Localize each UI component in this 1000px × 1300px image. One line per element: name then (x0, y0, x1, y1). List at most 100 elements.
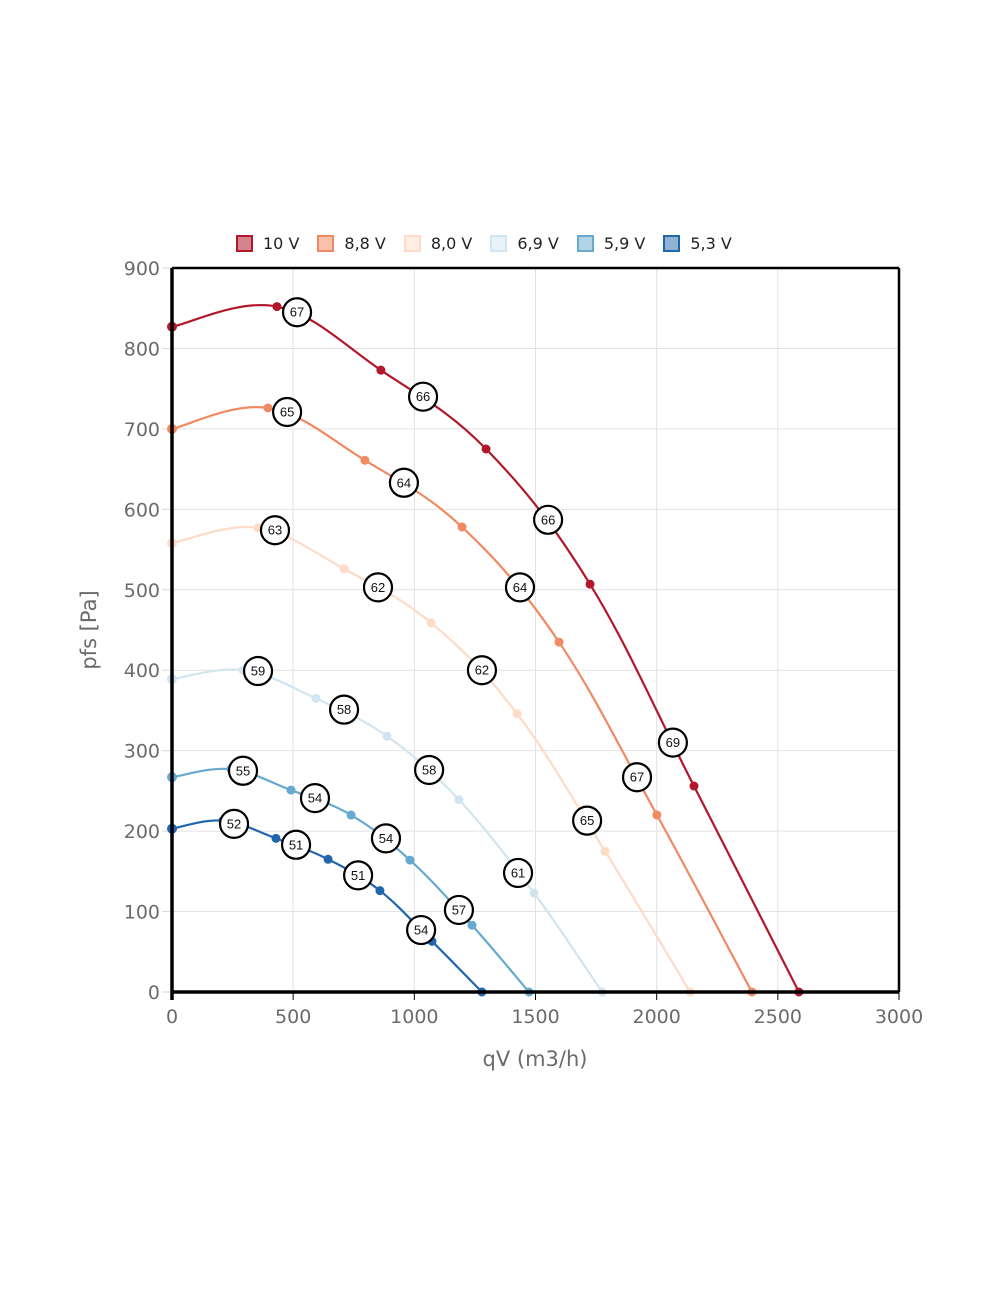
annotation-label: 59 (251, 664, 265, 679)
y-axis-title: pfs [Pa] (77, 590, 101, 669)
legend-item-5-3-v[interactable]: 5,3 V (663, 234, 732, 253)
x-tick-label: 2500 (754, 1006, 802, 1028)
sound-level-annotation: 57 (443, 894, 475, 926)
legend-label: 5,9 V (603, 234, 646, 253)
sound-level-annotation: 66 (407, 381, 439, 412)
data-point[interactable]: 8,8 V: 2001, 220 (652, 810, 662, 820)
data-point[interactable]: 5,9 V: 491, 251 (286, 785, 296, 795)
data-point[interactable]: 8,0 V: 1069, 459 (426, 618, 436, 628)
sound-level-annotation: 58 (414, 754, 445, 786)
sound-level-annotation: 54 (299, 783, 331, 814)
data-point[interactable]: 6,9 V: 1184, 239 (454, 795, 464, 805)
legend-item-5-9-v[interactable]: 5,9 V (576, 234, 646, 253)
annotation-bubble (370, 823, 402, 854)
data-point[interactable]: 8,8 V: 796, 661 (360, 455, 370, 465)
sound-level-annotation: 65 (272, 396, 303, 428)
legend-label: 8,0 V (430, 234, 473, 253)
annotation-label: 57 (452, 902, 466, 917)
data-point[interactable]: 10 V: 433, 852 (272, 302, 282, 312)
legend-swatch (403, 235, 421, 252)
sound-level-annotation: 59 (242, 655, 274, 687)
annotation-bubble (657, 727, 689, 758)
series-line (171, 819, 483, 993)
annotation-label: 66 (416, 389, 430, 404)
annotations: 67 66 66 69 65 64 64 67 63 62 62 65 59 58 58 61 55 54 54 57… (218, 297, 689, 946)
legend-swatch (236, 235, 253, 252)
data-point[interactable]: 5,3 V: 429, 191 (271, 833, 281, 843)
legend-item-8-8-v[interactable]: 8,8 V (317, 234, 386, 253)
x-tick-label: 1500 (511, 1006, 559, 1028)
data-point[interactable]: 5,9 V: 1238, 83 (467, 920, 477, 930)
data-point[interactable]: 5,3 V: 644, 165 (323, 854, 333, 864)
data-point[interactable]: 5,3 V: 858, 126 (375, 886, 385, 896)
data-point[interactable]: 10 V: 1725, 507 (585, 579, 595, 589)
data-point[interactable]: 5,9 V: 739, 220 (346, 810, 356, 820)
annotation-bubble (362, 572, 394, 603)
sound-level-annotation: 67 (621, 762, 653, 793)
annotation-bubble (242, 655, 274, 687)
legend-label: 6,9 V (517, 234, 559, 253)
annotation-bubble (388, 467, 420, 498)
legend-swatch (576, 235, 594, 252)
series-5-3-v: 5,3 V: 0, 2035,3 V: 210, 2135,3 V: 429, … (167, 816, 487, 997)
annotation-bubble (443, 894, 475, 926)
legend-item-10-v[interactable]: 10 V (236, 234, 299, 253)
annotation-label: 67 (630, 770, 644, 785)
sound-level-annotation: 52 (218, 808, 250, 839)
data-point[interactable]: 8,0 V: 1424, 346 (512, 709, 522, 719)
sound-level-annotation: 65 (572, 805, 603, 836)
data-point[interactable]: 10 V: 2154, 256 (689, 781, 699, 791)
axes (170, 266, 901, 1000)
annotation-bubble (572, 805, 603, 836)
legend-item-8-0-v[interactable]: 8,0 V (403, 234, 473, 253)
data-point[interactable]: 10 V: 862, 773 (376, 365, 386, 375)
grid (162, 267, 900, 1000)
sound-level-annotation: 64 (388, 467, 420, 498)
annotation-label: 62 (475, 663, 489, 678)
annotation-label: 52 (227, 816, 241, 831)
annotation-label: 61 (511, 865, 525, 880)
x-tick-label: 1000 (390, 1006, 438, 1028)
tick-labels: 0 500 1000 1500 2000 2500 3000 0 100 200 300 400 500… (124, 258, 923, 1028)
sound-level-annotation: 64 (504, 572, 536, 603)
annotation-bubble (621, 762, 653, 793)
sound-level-annotation: 54 (370, 823, 402, 854)
data-point[interactable]: 8,8 V: 1197, 578 (457, 522, 467, 532)
data-point[interactable]: 8,8 V: 396, 726 (263, 403, 273, 413)
series-group: 10 V: 0, 82710 V: 433, 85210 V: 862, 773… (167, 302, 804, 997)
y-tick-label: 600 (124, 499, 160, 521)
annotation-label: 55 (236, 763, 250, 778)
x-tick-label: 2000 (632, 1006, 680, 1028)
y-tick-label: 800 (124, 338, 160, 360)
y-tick-label: 0 (148, 982, 160, 1004)
legend-swatch (490, 235, 508, 252)
annotation-label: 51 (289, 837, 303, 852)
legend-swatch (663, 235, 681, 252)
legend-item-6-9-v[interactable]: 6,9 V (490, 234, 559, 253)
annotation-bubble (407, 381, 439, 412)
data-point[interactable]: 8,0 V: 710, 526 (339, 564, 349, 574)
data-point[interactable]: 6,9 V: 594, 365 (311, 693, 321, 703)
sound-level-annotation: 62 (362, 572, 394, 603)
sound-level-annotation: 69 (657, 727, 689, 758)
data-point[interactable]: 6,9 V: 1494, 123 (529, 888, 539, 898)
y-tick-label: 400 (124, 660, 160, 682)
data-point[interactable]: 6,9 V: 887, 318 (382, 731, 392, 741)
sound-level-annotation: 63 (259, 515, 291, 546)
x-axis-title: qV (m3/h) (483, 1047, 588, 1071)
data-point[interactable]: 8,8 V: 1597, 435 (554, 637, 564, 647)
sound-level-annotation: 58 (328, 694, 360, 725)
annotation-label: 66 (541, 512, 555, 527)
data-point[interactable]: 8,0 V: 1787, 175 (600, 846, 610, 856)
data-point[interactable]: 10 V: 1296, 675 (481, 444, 491, 454)
annotation-label: 69 (666, 735, 680, 750)
annotation-label: 54 (414, 923, 428, 938)
annotation-bubble (504, 572, 536, 603)
y-tick-label: 500 (124, 580, 160, 602)
y-tick-label: 300 (124, 741, 160, 763)
annotation-bubble (328, 694, 360, 725)
annotation-bubble (280, 829, 312, 860)
annotation-label: 58 (422, 762, 436, 777)
data-point[interactable]: 5,9 V: 982, 164 (405, 855, 415, 865)
